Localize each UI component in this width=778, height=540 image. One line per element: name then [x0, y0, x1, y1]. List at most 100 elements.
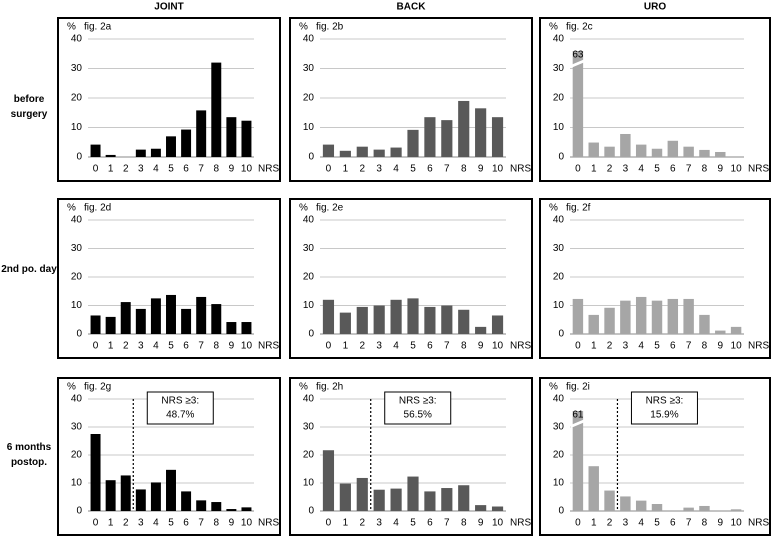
x-tick-label: 10	[731, 164, 743, 175]
x-axis-label: NRS	[258, 518, 279, 529]
x-tick-label: 1	[108, 518, 114, 529]
x-tick-label: 8	[213, 518, 219, 529]
bar	[226, 117, 237, 157]
annotation: 15.9%	[650, 410, 678, 421]
bar	[356, 477, 368, 511]
x-tick-label: 8	[461, 341, 467, 352]
value-label: 63	[572, 50, 584, 61]
bar	[390, 299, 402, 334]
x-tick-label: 5	[654, 518, 660, 529]
annotation: NRS ≥3:	[399, 396, 437, 407]
y-tick-label: 10	[71, 300, 83, 311]
annotation: 48.7%	[166, 410, 194, 421]
bar	[475, 505, 487, 511]
bar	[588, 466, 599, 511]
annotation: NRS ≥3:	[161, 396, 199, 407]
y-tick-label: 0	[308, 329, 314, 340]
y-tick-label: 30	[553, 243, 565, 254]
y-tick-label: 0	[76, 329, 82, 340]
bar	[90, 434, 101, 511]
y-axis-label: %	[549, 22, 558, 33]
y-tick-label: 40	[303, 394, 315, 405]
bar	[135, 489, 146, 511]
bar	[211, 502, 222, 511]
x-tick-label: 0	[326, 341, 332, 352]
bar	[226, 322, 237, 334]
bar	[181, 491, 192, 511]
x-tick-label: 2	[607, 341, 613, 352]
column-header: BACK	[397, 2, 427, 13]
x-tick-label: 4	[638, 518, 644, 529]
bar	[339, 150, 351, 157]
y-tick-label: 40	[553, 215, 565, 226]
bar	[458, 309, 470, 334]
y-tick-label: 40	[71, 34, 83, 45]
bar	[322, 299, 335, 334]
x-axis-label: NRS	[748, 164, 769, 175]
x-tick-label: 8	[461, 164, 467, 175]
bar	[90, 315, 101, 334]
x-axis-label: NRS	[510, 518, 531, 529]
bar	[407, 476, 419, 511]
annotation: NRS ≥3:	[646, 396, 684, 407]
annotation: 56.5%	[404, 410, 432, 421]
x-tick-label: 9	[478, 341, 484, 352]
bar	[620, 496, 631, 511]
x-tick-label: 6	[427, 164, 433, 175]
bar	[373, 489, 385, 511]
bar	[475, 108, 487, 157]
x-tick-label: 10	[731, 518, 743, 529]
y-tick-label: 20	[71, 272, 83, 283]
y-tick-label: 30	[303, 243, 315, 254]
y-tick-label: 20	[553, 93, 565, 104]
x-tick-label: 7	[686, 164, 692, 175]
x-tick-label: 4	[638, 341, 644, 352]
y-tick-label: 10	[71, 122, 83, 133]
bar	[588, 314, 599, 334]
x-tick-label: 10	[492, 164, 504, 175]
bar	[635, 144, 647, 157]
bar	[150, 148, 161, 157]
bar	[604, 307, 615, 334]
y-axis-label: %	[549, 382, 558, 393]
bar	[135, 308, 146, 334]
x-tick-label: 5	[410, 518, 416, 529]
y-tick-label: 20	[303, 93, 315, 104]
x-tick-label: 3	[623, 341, 629, 352]
x-tick-label: 5	[654, 341, 660, 352]
bar	[458, 485, 470, 511]
bar	[441, 488, 453, 511]
y-tick-label: 0	[308, 152, 314, 163]
annotation-box	[146, 391, 214, 425]
bar	[475, 326, 487, 334]
x-tick-label: 4	[393, 341, 399, 352]
x-tick-label: 1	[343, 164, 349, 175]
x-tick-label: 1	[591, 341, 597, 352]
x-tick-label: 2	[359, 341, 365, 352]
x-tick-label: 8	[702, 164, 708, 175]
panel	[57, 198, 281, 359]
bar	[166, 469, 176, 511]
x-tick-label: 7	[198, 518, 204, 529]
x-tick-label: 7	[686, 518, 692, 529]
y-tick-label: 20	[71, 93, 83, 104]
y-tick-label: 40	[71, 394, 83, 405]
panel	[289, 377, 533, 536]
x-tick-label: 5	[654, 164, 660, 175]
y-tick-label: 30	[553, 422, 565, 433]
bar	[166, 136, 176, 157]
bar	[211, 304, 222, 334]
row-label: 6 months postop.	[6, 442, 52, 468]
x-tick-label: 1	[108, 341, 114, 352]
bar	[356, 306, 368, 334]
y-tick-label: 30	[303, 63, 315, 74]
x-tick-label: 4	[638, 164, 644, 175]
x-tick-label: 8	[702, 518, 708, 529]
x-tick-label: 9	[229, 518, 235, 529]
bar	[699, 505, 710, 511]
x-tick-label: 7	[686, 341, 692, 352]
bar	[339, 312, 351, 334]
x-tick-label: 10	[241, 341, 253, 352]
